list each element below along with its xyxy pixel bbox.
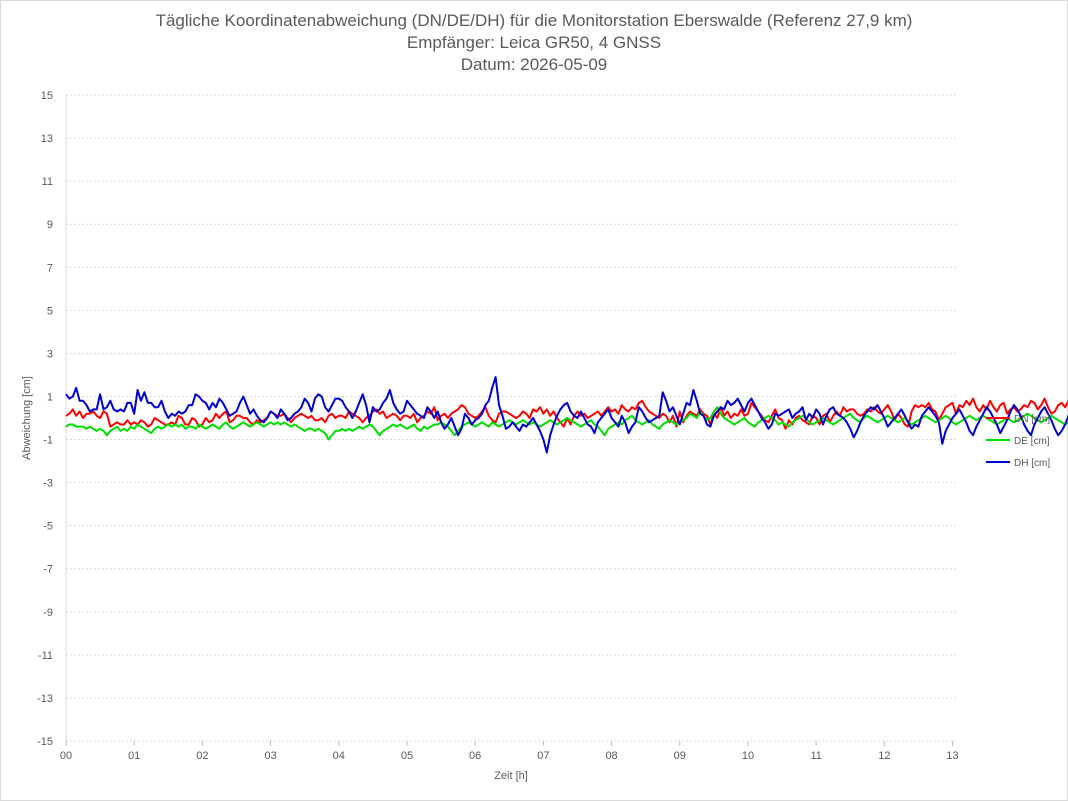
x-tick-label: 06 [469, 750, 481, 762]
y-tick-label: 13 [41, 133, 53, 145]
chart-title: Tägliche Koordinatenabweichung (DN/DE/DH… [155, 11, 913, 30]
x-tick-label: 05 [401, 750, 413, 762]
y-tick-label: -15 [37, 736, 53, 748]
x-tick-label: 09 [674, 750, 686, 762]
x-tick-label: 07 [537, 750, 549, 762]
y-tick-label: -5 [43, 521, 53, 533]
y-tick-label: -1 [43, 435, 53, 447]
series-line-de [65, 406, 1068, 441]
x-tick-labels: 00 01 02 03 04 05 06 07 08 09 10 11 12 13 [60, 750, 959, 762]
y-tick-label: 9 [47, 219, 53, 231]
x-tick-label: 02 [196, 750, 208, 762]
chart-subtitle-receiver: Empfänger: Leica GR50, 4 GNSS [406, 33, 662, 52]
y-tick-label: 15 [41, 90, 53, 102]
y-tick-label: -9 [43, 607, 53, 619]
legend: DN [cm] DE [cm] DH [cm] [986, 414, 1050, 469]
legend-label: DE [cm] [1014, 436, 1050, 447]
y-tick-label: -3 [43, 478, 53, 490]
gridlines [65, 94, 958, 746]
x-axis-title: Zeit [h] [494, 770, 528, 782]
series-lines [65, 376, 1068, 454]
y-tick-label: 3 [47, 348, 53, 360]
y-axis-title: Abweichung [cm] [21, 376, 33, 460]
x-tick-label: 12 [878, 750, 890, 762]
x-tick-label: 00 [60, 750, 72, 762]
y-tick-label: 11 [42, 176, 53, 188]
legend-label: DH [cm] [1014, 458, 1050, 469]
x-tick-label: 01 [128, 750, 140, 762]
legend-label: DN [cm] [1014, 414, 1050, 425]
y-tick-label: 1 [47, 391, 53, 403]
y-tick-labels: 15 13 11 9 7 5 3 1 -1 -3 -5 -7 -9 -11 -13 -15 [37, 90, 53, 748]
x-tick-label: 10 [742, 750, 754, 762]
y-tick-label: -13 [37, 693, 53, 705]
x-tick-label: 13 [946, 750, 958, 762]
x-tick-label: 11 [810, 750, 821, 762]
x-tick-label: 03 [264, 750, 276, 762]
x-tick-label: 08 [605, 750, 617, 762]
chart-titles: Tägliche Koordinatenabweichung (DN/DE/DH… [0, 10, 1068, 76]
y-tick-label: -11 [38, 650, 53, 662]
series-line-dh [65, 376, 1068, 454]
y-tick-label: 5 [47, 305, 53, 317]
chart-subtitle-date: Datum: 2026-05-09 [460, 55, 608, 74]
x-tick-label: 04 [333, 750, 345, 762]
y-tick-label: 7 [47, 262, 53, 274]
y-tick-label: -7 [43, 564, 53, 576]
